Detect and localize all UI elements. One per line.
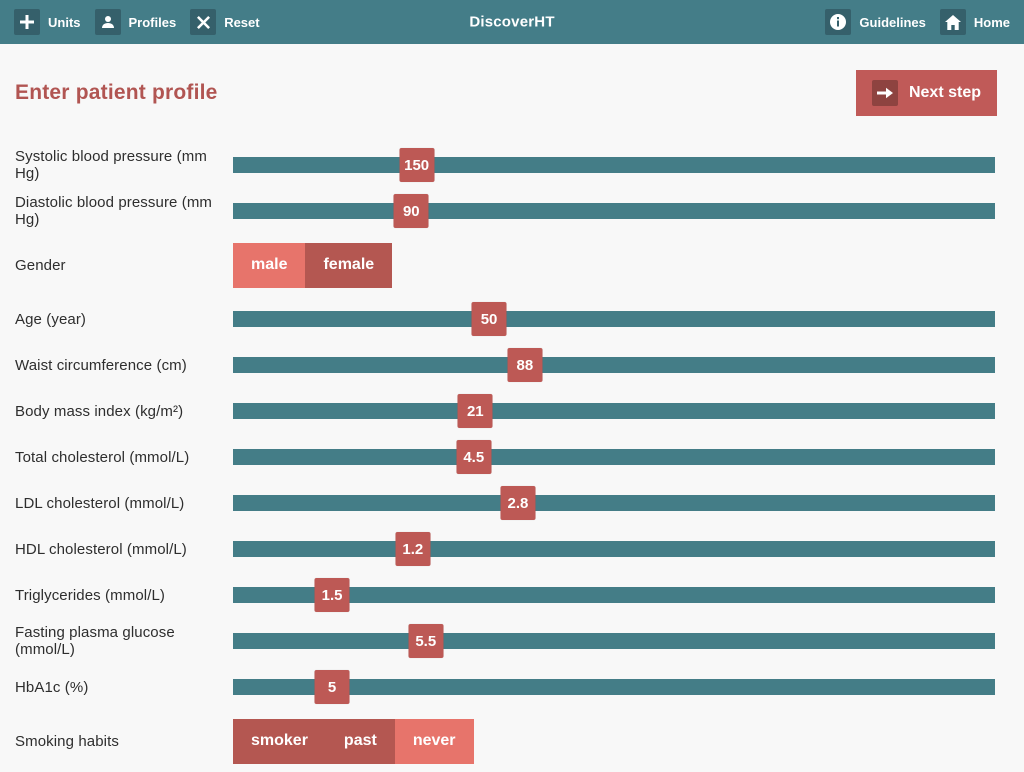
slider-handle[interactable]: 90 [393, 194, 429, 228]
plus-icon [14, 9, 40, 35]
slider-row: Systolic blood pressure (mm Hg) 150 [0, 142, 1024, 188]
row-label: LDL cholesterol (mmol/L) [15, 494, 185, 512]
row-label: Triglycerides (mmol/L) [15, 586, 165, 604]
page-title: Enter patient profile [15, 81, 218, 104]
toggle-option-past[interactable]: past [325, 718, 395, 764]
slider-handle[interactable]: 4.5 [456, 440, 492, 474]
reset-label: Reset [224, 14, 260, 30]
app-title: DiscoverHT [469, 13, 555, 31]
profiles-label: Profiles [128, 14, 177, 30]
row-label: Waist circumference (cm) [15, 356, 187, 374]
toggle-group: smoker past never [233, 718, 474, 764]
slider-handle[interactable]: 1.2 [395, 532, 431, 566]
info-icon [825, 9, 852, 35]
arrow-right-icon [871, 80, 898, 106]
slider-handle[interactable]: 21 [457, 394, 493, 428]
slider-handle[interactable]: 1.5 [314, 578, 350, 612]
form-rows: Systolic blood pressure (mm Hg) 150 Dias… [0, 142, 1024, 772]
slider[interactable]: 2.8 [233, 480, 995, 526]
slider-track[interactable] [233, 633, 995, 649]
slider[interactable]: 5 [233, 664, 995, 710]
slider-row: Fasting plasma glucose (mmol/L) 5.5 [0, 618, 1024, 664]
row-label: Systolic blood pressure (mm Hg) [15, 148, 207, 182]
slider-row: Age (year) 50 [0, 296, 1024, 342]
next-step-label: Next step [908, 84, 981, 101]
row-label: HbA1c (%) [15, 678, 89, 696]
slider-track[interactable] [233, 311, 995, 327]
row-label: Smoking habits [15, 732, 119, 750]
home-button[interactable]: Home [938, 7, 1012, 37]
toggle-option-female[interactable]: female [305, 242, 393, 288]
units-label: Units [48, 14, 81, 30]
navbar-right-group: Guidelines Home [823, 7, 1012, 37]
row-label: HDL cholesterol (mmol/L) [15, 540, 187, 558]
slider-track[interactable] [233, 587, 995, 603]
x-icon [190, 9, 217, 35]
slider-track[interactable] [233, 541, 995, 557]
slider-handle[interactable]: 5.5 [408, 624, 444, 658]
row-label: Diastolic blood pressure (mm Hg) [15, 194, 213, 228]
guidelines-label: Guidelines [859, 14, 926, 30]
row-label: Gender [15, 256, 66, 274]
home-icon [939, 9, 966, 35]
toggle-row: Gender male female [0, 234, 1024, 296]
guidelines-button[interactable]: Guidelines [823, 7, 927, 37]
slider[interactable]: 21 [233, 388, 995, 434]
slider-row: Triglycerides (mmol/L) 1.5 [0, 572, 1024, 618]
slider[interactable]: 88 [233, 342, 995, 388]
toggle-group: male female [233, 242, 393, 288]
slider-track[interactable] [233, 357, 995, 373]
slider-handle[interactable]: 88 [507, 348, 543, 382]
slider-handle[interactable]: 2.8 [500, 486, 536, 520]
row-label: Age (year) [15, 310, 87, 328]
row-label: Body mass index (kg/m²) [15, 402, 184, 420]
slider[interactable]: 1.2 [233, 526, 995, 572]
slider[interactable]: 90 [233, 188, 995, 234]
slider[interactable]: 150 [233, 142, 995, 188]
slider-row: LDL cholesterol (mmol/L) 2.8 [0, 480, 1024, 526]
row-label: Fasting plasma glucose (mmol/L) [15, 624, 175, 658]
reset-button[interactable]: Reset [188, 7, 261, 37]
slider-track[interactable] [233, 449, 995, 465]
slider-row: Body mass index (kg/m²) 21 [0, 388, 1024, 434]
slider-track[interactable] [233, 403, 995, 419]
row-label: Total cholesterol (mmol/L) [15, 448, 190, 466]
slider-track[interactable] [233, 157, 995, 173]
page-header: Enter patient profile Next step [0, 44, 1024, 142]
slider[interactable]: 5.5 [233, 618, 995, 664]
units-button[interactable]: Units [12, 7, 83, 37]
slider-track[interactable] [233, 679, 995, 695]
slider-handle[interactable]: 5 [314, 670, 350, 704]
slider-track[interactable] [233, 203, 995, 219]
toggle-option-smoker[interactable]: smoker [233, 718, 326, 764]
next-step-button[interactable]: Next step [855, 70, 997, 116]
slider-row: HbA1c (%) 5 [0, 664, 1024, 710]
toggle-option-male[interactable]: male [233, 242, 306, 288]
slider[interactable]: 50 [233, 296, 995, 342]
slider-handle[interactable]: 150 [399, 148, 435, 182]
slider-row: Total cholesterol (mmol/L) 4.5 [0, 434, 1024, 480]
person-icon [94, 9, 121, 35]
slider-track[interactable] [233, 495, 995, 511]
slider[interactable]: 1.5 [233, 572, 995, 618]
slider-row: HDL cholesterol (mmol/L) 1.2 [0, 526, 1024, 572]
slider[interactable]: 4.5 [233, 434, 995, 480]
slider-handle[interactable]: 50 [471, 302, 507, 336]
profiles-button[interactable]: Profiles [93, 7, 179, 37]
navbar: Units Profiles Reset DiscoverHT Guidelin… [0, 0, 1024, 44]
toggle-row: Smoking habits smoker past never [0, 710, 1024, 772]
home-label: Home [973, 14, 1010, 30]
slider-row: Diastolic blood pressure (mm Hg) 90 [0, 188, 1024, 234]
toggle-option-never[interactable]: never [394, 718, 474, 764]
navbar-left-group: Units Profiles Reset [12, 7, 262, 37]
slider-row: Waist circumference (cm) 88 [0, 342, 1024, 388]
